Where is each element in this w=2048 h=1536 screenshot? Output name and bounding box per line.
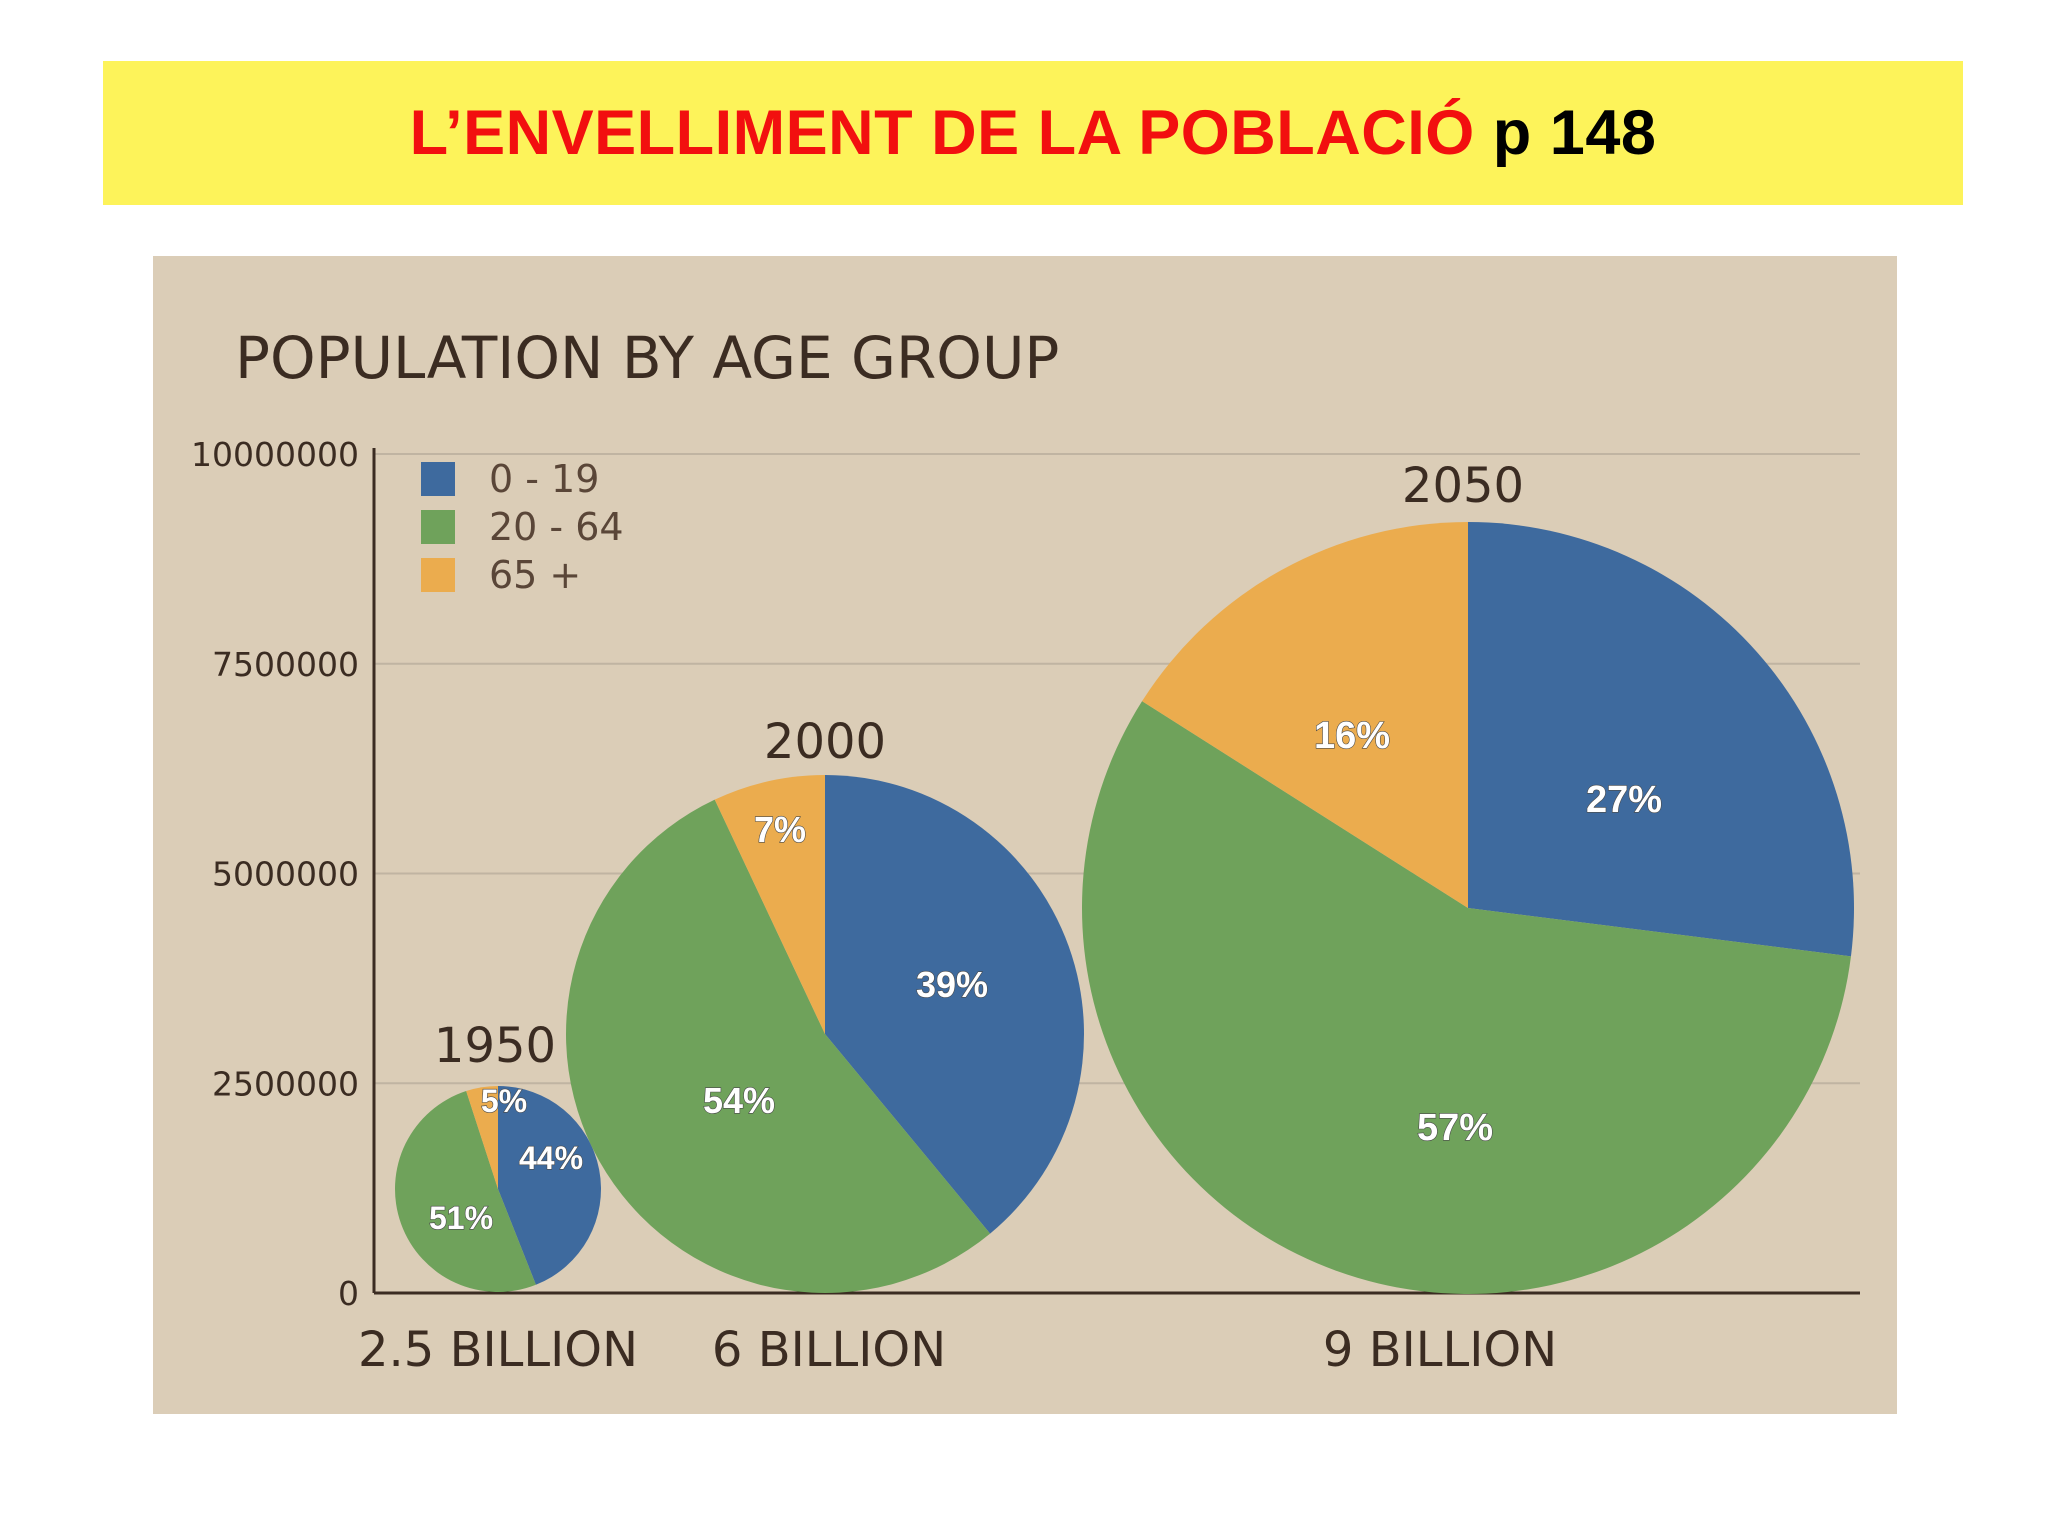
- legend-swatch: [421, 462, 455, 496]
- slide-title-page: p 148: [1492, 98, 1657, 168]
- pie-slice: [466, 1086, 498, 1189]
- slide-title: L’ENVELLIMENT DE LA POBLACIÓ p 148: [410, 97, 1657, 169]
- y-tick-label: 7500000: [212, 645, 359, 684]
- pie-slice: [566, 799, 991, 1293]
- pie-year-label: 1950: [434, 1018, 556, 1074]
- x-category-label: 6 BILLION: [712, 1322, 946, 1378]
- pie-percent-label: 51%: [429, 1200, 493, 1236]
- pie-percent-label: 39%: [916, 964, 988, 1005]
- legend-swatch: [421, 558, 455, 592]
- pie-slice: [714, 775, 825, 1034]
- pie-slice: [1082, 701, 1851, 1295]
- slide-title-main: L’ENVELLIMENT DE LA POBLACIÓ: [409, 98, 1475, 168]
- pie-slice: [825, 775, 1085, 1234]
- x-category-label: 2.5 BILLION: [358, 1322, 638, 1378]
- chart-title: POPULATION BY AGE GROUP: [235, 324, 1060, 392]
- pie-percent-label: 44%: [519, 1140, 583, 1176]
- pie-percent-label: 5%: [481, 1083, 527, 1119]
- pie-slice: [394, 1091, 536, 1293]
- legend-swatch: [421, 510, 455, 544]
- pie-year-label: 2000: [764, 714, 886, 770]
- legend-label: 0 - 19: [489, 457, 599, 501]
- pie-percent-label: 7%: [754, 809, 806, 850]
- pie-percent-label: 27%: [1586, 779, 1662, 821]
- title-banner: L’ENVELLIMENT DE LA POBLACIÓ p 148: [103, 61, 1963, 205]
- legend-label: 20 - 64: [489, 505, 624, 549]
- pie-slice: [1142, 522, 1468, 908]
- y-tick-label: 5000000: [212, 855, 359, 894]
- pie-percent-label: 16%: [1314, 715, 1390, 757]
- x-category-label: 9 BILLION: [1323, 1322, 1557, 1378]
- y-tick-label: 2500000: [212, 1064, 359, 1103]
- pie-percent-label: 57%: [1417, 1107, 1493, 1149]
- pie-slice: [498, 1086, 601, 1285]
- pie-slice: [1468, 522, 1854, 957]
- y-tick-label: 10000000: [191, 435, 359, 474]
- pie-percent-label: 54%: [703, 1080, 775, 1121]
- chart-panel: POPULATION BY AGE GROUP 0 2500000 5000000 7…: [153, 256, 1897, 1414]
- pie-year-label: 2050: [1402, 458, 1524, 514]
- legend-label: 65 +: [489, 553, 581, 597]
- y-tick-label: 0: [338, 1274, 359, 1313]
